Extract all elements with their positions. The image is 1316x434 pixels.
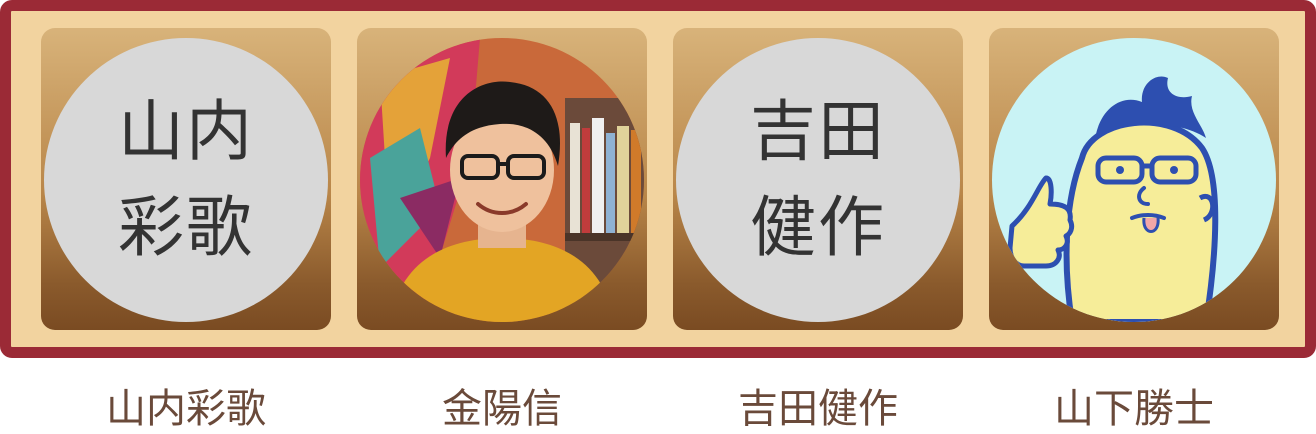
member-name-1: 山内彩歌 xyxy=(106,386,266,432)
member-name-2: 金陽信 xyxy=(442,386,562,432)
member-card-1[interactable]: 山内彩歌 xyxy=(41,28,331,330)
cartoon-thumbs-up-icon xyxy=(992,38,1276,322)
avatar-initials: 山内彩歌 xyxy=(44,38,328,322)
portrait-photo-icon xyxy=(360,38,644,322)
avatar-illustration xyxy=(992,38,1276,322)
avatar-initials: 吉田健作 xyxy=(676,38,960,322)
member-card-3[interactable]: 吉田健作 xyxy=(673,28,963,330)
avatar-text: 山内彩歌 xyxy=(118,93,254,266)
member-name-4: 山下勝士 xyxy=(1054,386,1214,432)
member-card-4[interactable] xyxy=(989,28,1279,330)
avatar-text: 吉田健作 xyxy=(750,93,886,266)
avatar-photo xyxy=(360,38,644,322)
member-card-2[interactable] xyxy=(357,28,647,330)
member-name-3: 吉田健作 xyxy=(738,386,898,432)
